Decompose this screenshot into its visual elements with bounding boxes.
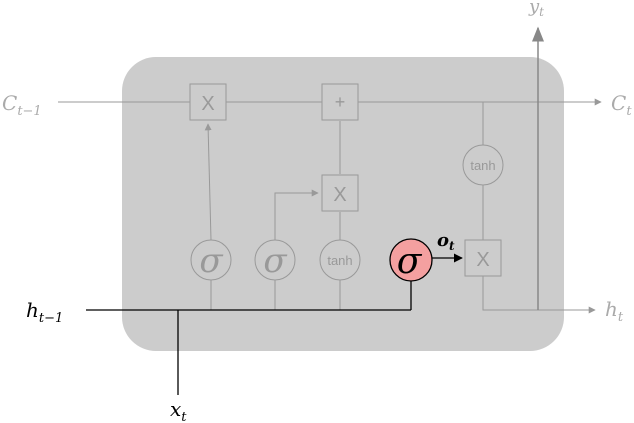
input-multiply-label: X: [333, 184, 346, 206]
active-path: [86, 253, 463, 395]
input-gate-line: [274, 189, 319, 240]
forget-multiply-node: X: [189, 83, 227, 121]
output-sigma-label: σ: [397, 241, 423, 282]
forget-gate-sigma: σ: [190, 239, 232, 281]
x-input-label: xt: [170, 397, 187, 423]
c-next-label: Ct: [611, 91, 632, 119]
o-gate-label: ot: [437, 230, 455, 253]
cell-tanh: tanh: [462, 144, 504, 186]
forget-sigma-label: σ: [199, 241, 223, 281]
forget-gate-line: [204, 123, 212, 241]
input-sigma-label: σ: [263, 241, 287, 281]
h-next-label: ht: [605, 297, 624, 325]
input-gate-sigma: σ: [254, 239, 296, 281]
output-gate-sigma: σ: [389, 238, 433, 282]
add-node: +: [321, 83, 359, 121]
c-prev-label: Ct−1: [2, 91, 42, 119]
output-multiply-label: X: [476, 249, 489, 271]
forget-multiply-label: X: [201, 93, 214, 115]
y-output-label: yt: [528, 0, 544, 19]
mult-to-h-line: [482, 276, 596, 314]
candidate-tanh: tanh: [319, 239, 361, 281]
faded-connections: [58, 98, 602, 314]
candidate-tanh-label: tanh: [327, 253, 352, 268]
h-prev-label: ht−1: [26, 298, 63, 326]
input-multiply-node: X: [321, 174, 359, 212]
cell-tanh-label: tanh: [470, 158, 495, 173]
add-label: +: [335, 92, 346, 112]
output-multiply-node: X: [464, 239, 502, 277]
